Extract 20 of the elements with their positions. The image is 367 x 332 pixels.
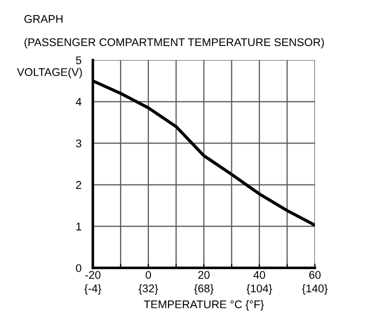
x-tick-label: 40 [253, 270, 266, 279]
x2-tick-label: {68} [194, 284, 214, 295]
chart-title: GRAPH [24, 15, 62, 23]
x2-tick-label: {-4} [84, 284, 102, 295]
x-tick-label: 0 [146, 270, 152, 279]
y-tick-label: 1 [76, 222, 82, 230]
y-tick-label: 5 [76, 56, 82, 64]
x2-tick-label: {32} [138, 284, 158, 295]
x-tick-label: -20 [85, 270, 100, 279]
y-tick-label: 0 [76, 264, 82, 272]
y-tick-label: 3 [76, 139, 82, 148]
x-axis-title: TEMPERATURE °C {°F} [144, 300, 264, 310]
y-tick-label: 4 [76, 98, 82, 106]
x2-tick-label: {140} [302, 284, 328, 295]
x-tick-label: 60 [309, 270, 321, 279]
x-tick-label: 20 [198, 270, 210, 279]
y-tick-label: 2 [76, 181, 82, 189]
x2-tick-label: {104} [246, 284, 272, 295]
chart-subtitle: (PASSENGER COMPARTMENT TEMPERATURE SENSOR) [24, 38, 324, 48]
y-axis-title: VOLTAGE(V) [16, 68, 82, 78]
